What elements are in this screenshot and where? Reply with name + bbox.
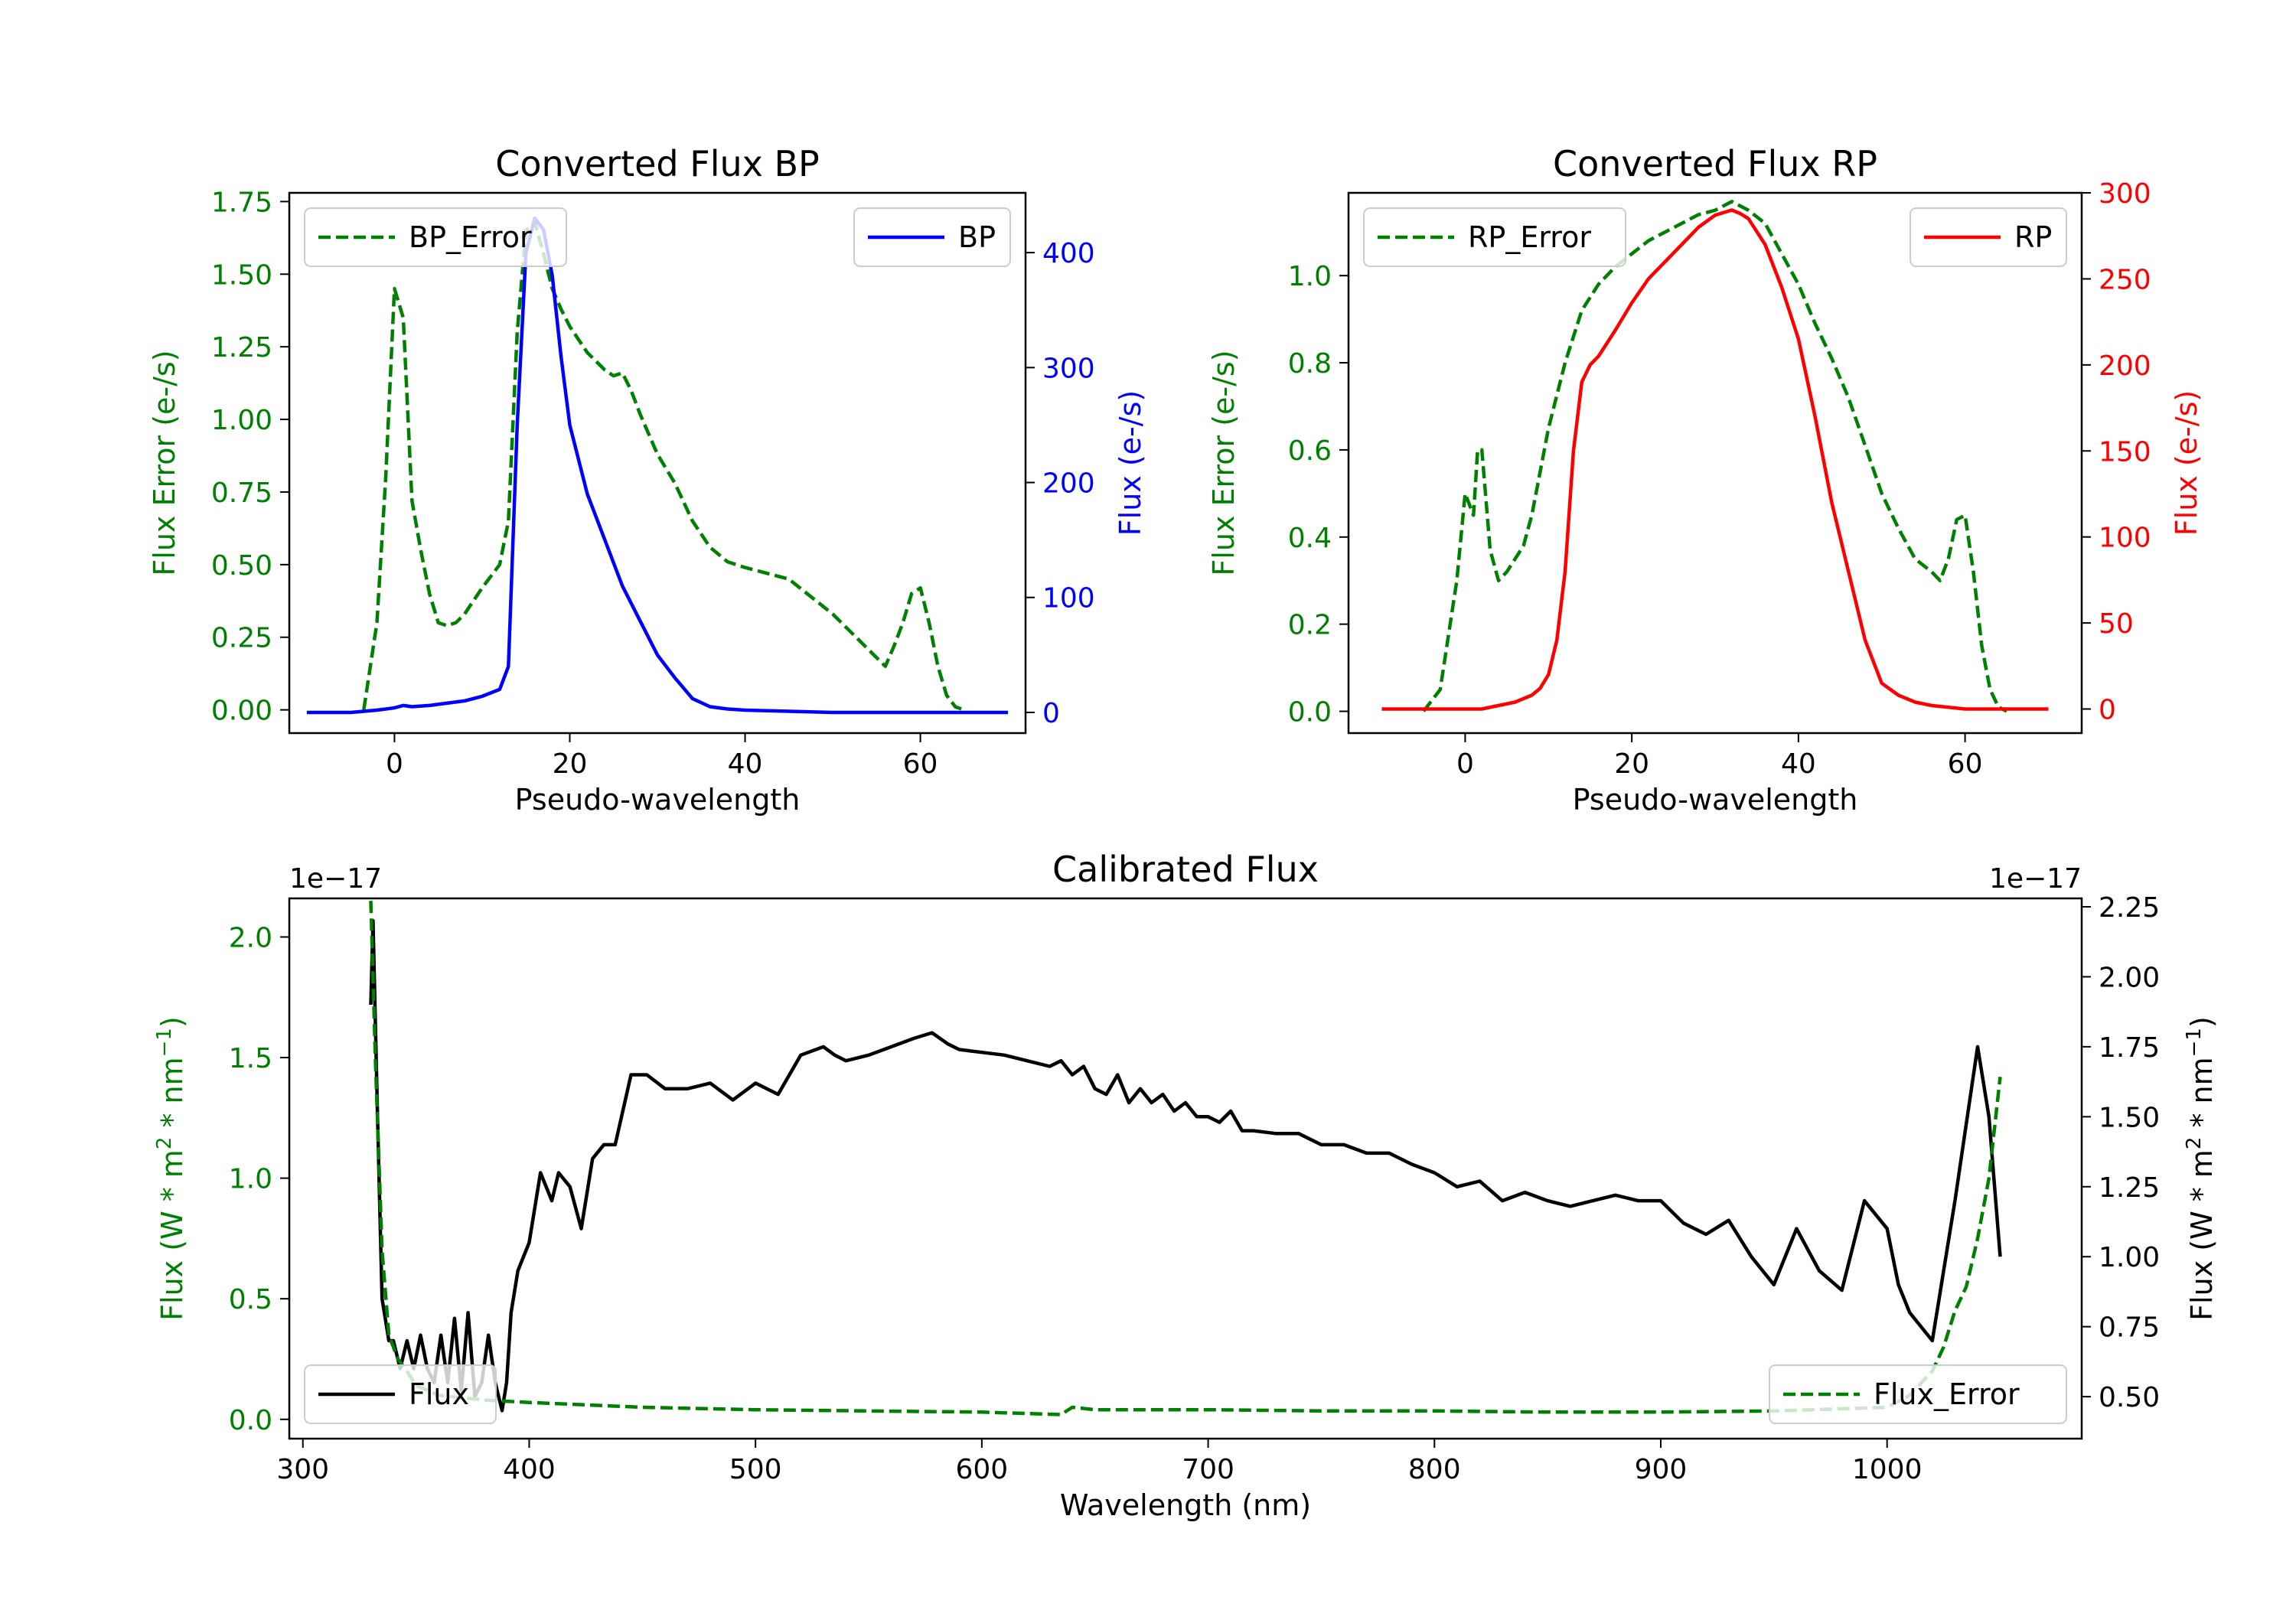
cal-left-tick-label: 2.0 xyxy=(229,922,272,953)
rp-right-tick-label: 250 xyxy=(2099,264,2151,295)
cal-x-tick-label: 1000 xyxy=(1852,1454,1923,1485)
cal-left-offset-text: 1e−17 xyxy=(289,863,382,895)
rp-x-label: Pseudo-wavelength xyxy=(1573,783,1858,817)
rp-x-tick-label: 20 xyxy=(1614,748,1649,780)
rp-right-tick-label: 50 xyxy=(2099,608,2134,640)
bp-left-axis-label: Flux Error (e-/s) xyxy=(148,350,181,575)
cal-right-tick-label: 0.75 xyxy=(2099,1312,2160,1344)
rp-legend-rp: RP xyxy=(1910,207,2067,267)
cal-series-flux-error xyxy=(369,901,2002,1416)
rp-legend-rp-error: RP_Error xyxy=(1363,207,1626,267)
bp-left-tick-label: 1.75 xyxy=(211,187,272,218)
cal-right-tick-label: 2.00 xyxy=(2099,962,2160,993)
bp-x-label: Pseudo-wavelength xyxy=(515,783,801,817)
legend-label: BP xyxy=(958,220,996,254)
bp-panel: Converted Flux BP 0 20 40 60 Pseudo-wavelengt… xyxy=(148,143,1147,817)
rp-right-tick-label: 100 xyxy=(2099,523,2151,554)
legend-box xyxy=(304,207,567,267)
rp-axes-frame xyxy=(1347,191,2083,735)
bp-series-bp xyxy=(306,216,1009,715)
cal-x-tick-label: 600 xyxy=(956,1454,1009,1485)
cal-right-axis-label: Flux (W * m2 * nm−1) xyxy=(2183,1016,2219,1321)
bp-legend-bp: BP xyxy=(853,207,1011,267)
rp-x-tick-label: 0 xyxy=(1456,748,1474,780)
bp-x-tick-label: 40 xyxy=(728,748,763,780)
cal-x-tick-label: 900 xyxy=(1635,1454,1688,1485)
cal-axes-frame xyxy=(288,897,2083,1440)
bp-left-tick-label: 1.00 xyxy=(211,405,272,436)
bp-left-tick-label: 0.25 xyxy=(211,623,272,654)
rp-left-tick-label: 1.0 xyxy=(1288,261,1332,292)
bp-left-tick-label: 0.00 xyxy=(211,696,272,727)
cal-right-tick-label: 1.75 xyxy=(2099,1032,2160,1064)
cal-x-tick-label: 700 xyxy=(1182,1454,1234,1485)
legend-label: BP_Error xyxy=(409,220,532,254)
cal-left-tick-label: 0.5 xyxy=(229,1284,272,1315)
cal-legend-flux-error: Flux_Error xyxy=(1769,1364,2067,1424)
rp-left-tick-label: 0.2 xyxy=(1288,610,1332,641)
cal-legend-flux: Flux xyxy=(304,1364,497,1424)
bp-series-bp-error xyxy=(362,220,965,712)
bp-axes-frame xyxy=(288,191,1027,735)
bp-right-tick-label: 300 xyxy=(1042,353,1095,384)
cal-right-tick-label: 2.25 xyxy=(2099,892,2160,924)
legend-box xyxy=(1769,1364,2067,1424)
bp-right-tick-label: 100 xyxy=(1042,583,1095,614)
legend-label: Flux xyxy=(409,1377,469,1411)
cal-x-tick-label: 400 xyxy=(503,1454,556,1485)
bp-right-tick-label: 200 xyxy=(1042,468,1095,500)
bp-x-tick-label: 0 xyxy=(386,748,403,780)
cal-x-tick-label: 800 xyxy=(1408,1454,1461,1485)
cal-x-tick-label: 500 xyxy=(729,1454,782,1485)
legend-label: RP xyxy=(2014,220,2052,254)
cal-right-tick-label: 1.50 xyxy=(2099,1102,2160,1133)
cal-panel: Calibrated Flux 300 400 500 600 700 800 900 1000… xyxy=(153,849,2219,1522)
cal-right-tick-label: 0.50 xyxy=(2099,1382,2160,1413)
rp-right-tick-label: 0 xyxy=(2099,695,2116,726)
cal-left-tick-label: 0.0 xyxy=(229,1405,272,1436)
legend-label: Flux_Error xyxy=(1874,1377,2020,1411)
rp-right-tick-label: 300 xyxy=(2099,178,2151,210)
legend-box xyxy=(304,1364,497,1424)
bp-x-tick-label: 60 xyxy=(903,748,938,780)
bp-title: Converted Flux BP xyxy=(495,143,820,184)
bp-left-tick-label: 0.75 xyxy=(211,478,272,509)
rp-left-tick-label: 0.8 xyxy=(1288,348,1332,380)
cal-left-tick-label: 1.0 xyxy=(229,1164,272,1195)
cal-right-offset-text: 1e−17 xyxy=(1989,863,2082,895)
rp-left-tick-label: 0.4 xyxy=(1288,523,1332,554)
rp-left-axis-label: Flux Error (e-/s) xyxy=(1207,350,1241,575)
bp-x-tick-label: 20 xyxy=(553,748,588,780)
cal-left-axis-label: Flux (W * m2 * nm−1) xyxy=(153,1016,189,1321)
rp-x-tick-label: 40 xyxy=(1781,748,1816,780)
cal-right-tick-label: 1.25 xyxy=(2099,1172,2160,1204)
cal-right-tick-label: 1.00 xyxy=(2099,1242,2160,1273)
bp-left-tick-label: 1.50 xyxy=(211,259,272,291)
cal-left-tick-label: 1.5 xyxy=(229,1043,272,1074)
rp-left-tick-label: 0.6 xyxy=(1288,435,1332,467)
cal-x-tick-label: 300 xyxy=(276,1454,329,1485)
cal-x-label: Wavelength (nm) xyxy=(1060,1488,1311,1522)
legend-label: RP_Error xyxy=(1468,220,1591,254)
rp-right-tick-label: 200 xyxy=(2099,350,2151,382)
rp-left-tick-label: 0.0 xyxy=(1288,697,1332,729)
cal-series-flux xyxy=(369,919,2002,1413)
legend-box xyxy=(1363,207,1626,267)
rp-title: Converted Flux RP xyxy=(1553,143,1877,184)
bp-right-tick-label: 0 xyxy=(1042,698,1060,729)
rp-series-rp-error xyxy=(1422,200,2008,713)
rp-x-tick-label: 60 xyxy=(1948,748,1983,780)
cal-title: Calibrated Flux xyxy=(1052,849,1319,890)
bp-left-tick-label: 1.25 xyxy=(211,332,272,363)
bp-left-tick-label: 0.50 xyxy=(211,550,272,582)
rp-series-rp xyxy=(1381,208,2049,711)
rp-right-tick-label: 150 xyxy=(2099,436,2151,468)
bp-right-tick-label: 400 xyxy=(1042,238,1095,269)
rp-right-axis-label: Flux (e-/s) xyxy=(2170,390,2203,536)
bp-legend-bp-error: BP_Error xyxy=(304,207,567,267)
bp-right-axis-label: Flux (e-/s) xyxy=(1114,390,1147,536)
rp-panel: Converted Flux RP 0 20 40 60 Pseudo-wavelengt… xyxy=(1207,143,2203,817)
